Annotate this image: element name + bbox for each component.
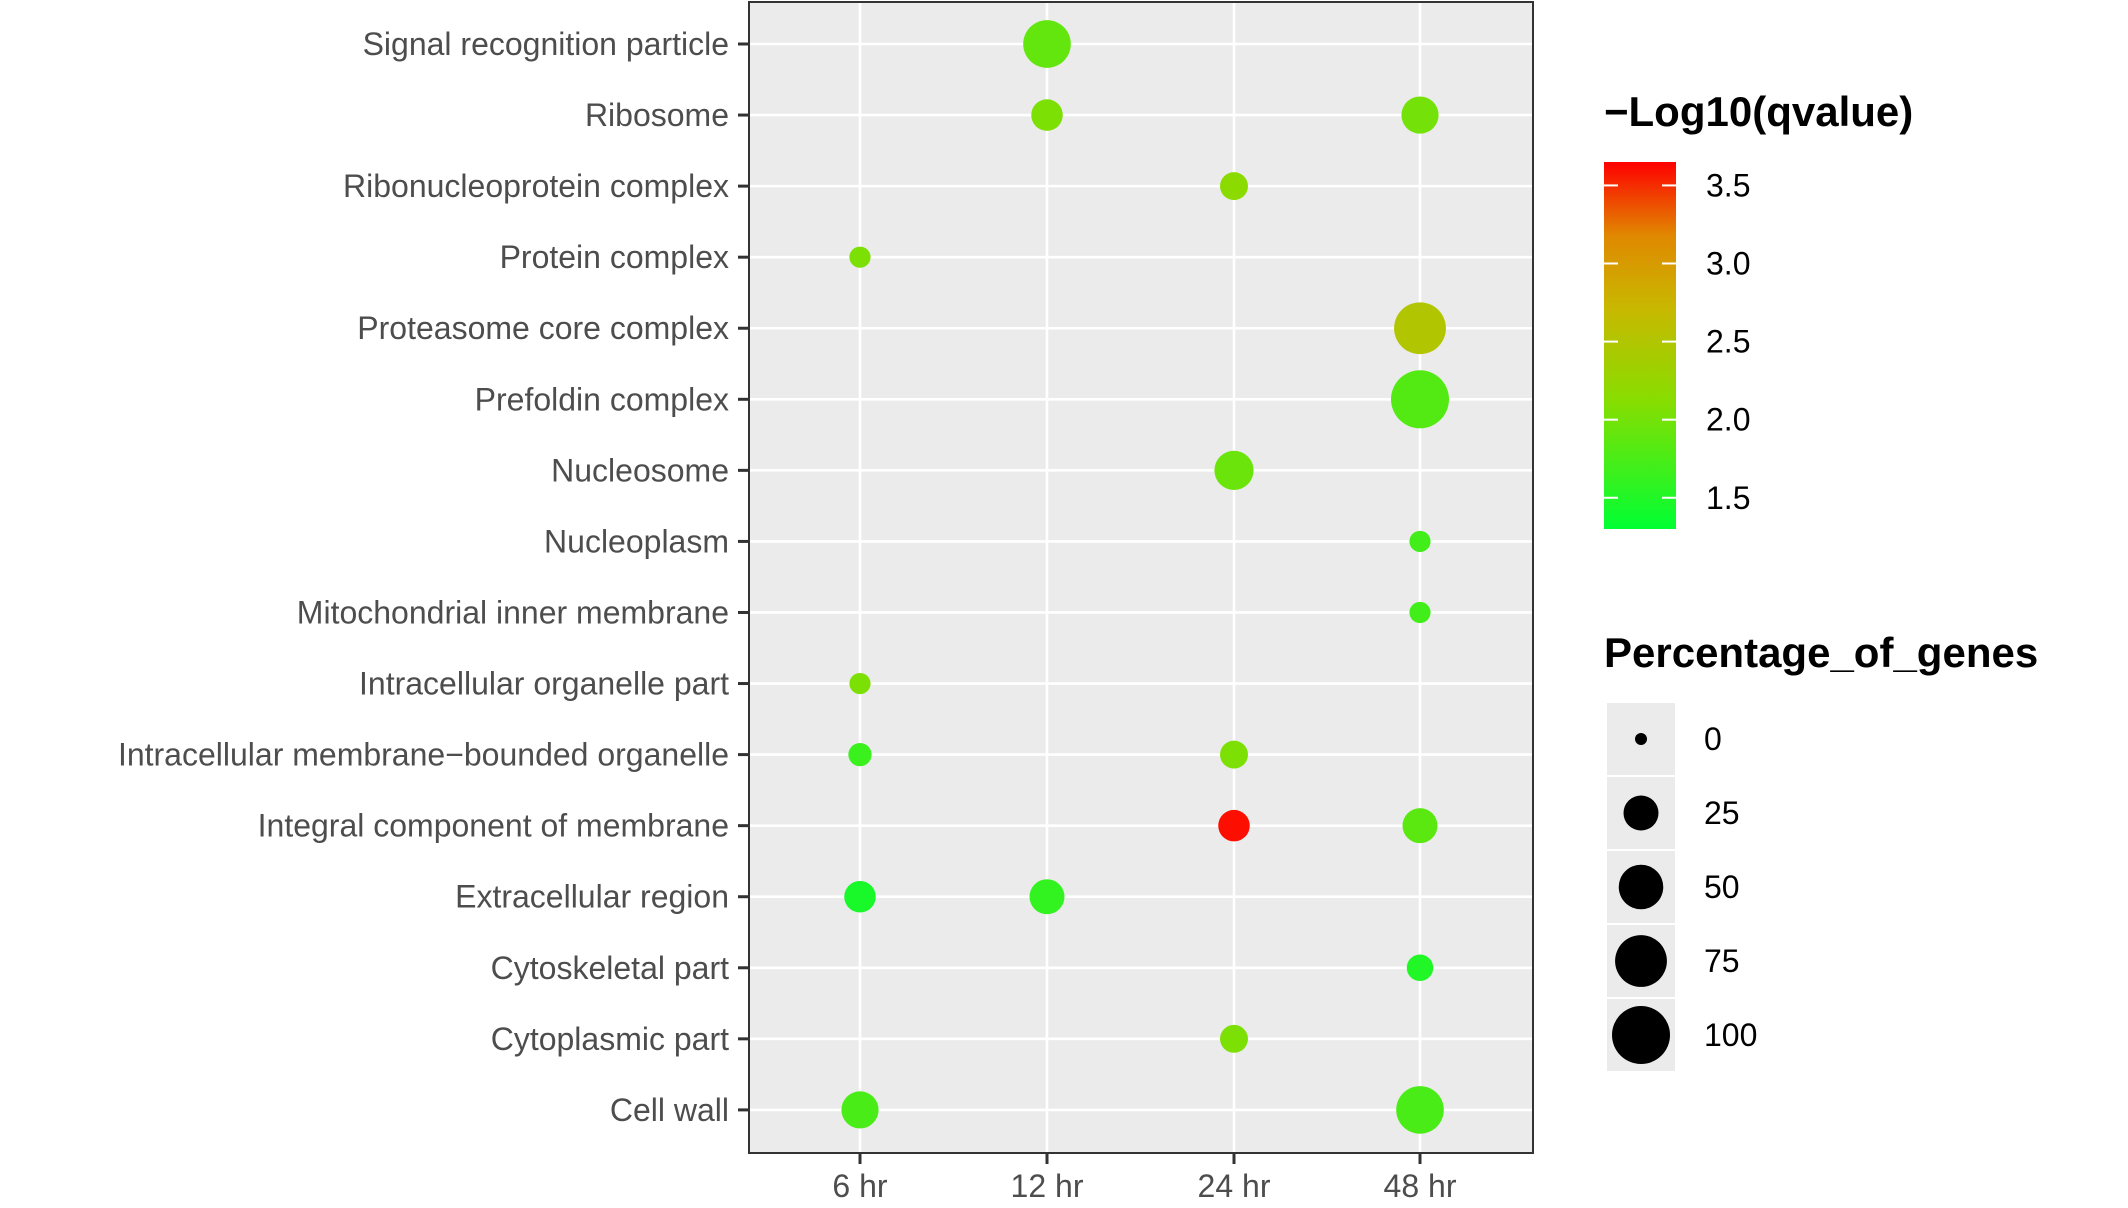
size-legend-label: 0	[1704, 721, 1722, 757]
point-prefoldin-complex-48-hr	[1391, 370, 1449, 429]
axes: Signal recognition particle Ribosome Ribon…	[118, 26, 1457, 1204]
point-intracellular-membrane-bounded-organelle-6-hr	[848, 742, 872, 767]
point-protein-complex-6-hr	[849, 246, 871, 268]
size-legend-label: 75	[1704, 943, 1740, 979]
y-tick-label: Extracellular region	[455, 879, 729, 915]
color-legend-label: 3.5	[1706, 167, 1750, 203]
y-tick-label: Signal recognition particle	[363, 26, 729, 62]
point-extracellular-region-6-hr	[844, 880, 876, 913]
point-intracellular-membrane-bounded-organelle-24-hr	[1220, 740, 1248, 769]
point-integral-component-of-membrane-24-hr	[1218, 809, 1250, 842]
size-legend-title: Percentage_of_genes	[1604, 629, 2038, 676]
point-proteasome-core-complex-48-hr	[1394, 302, 1446, 355]
y-tick-label: Cytoplasmic part	[491, 1021, 729, 1057]
point-signal-recognition-particle-12-hr	[1023, 20, 1071, 68]
size-legend-label: 50	[1704, 869, 1740, 905]
plot-panel	[748, 1, 1534, 1154]
y-tick-label: Intracellular organelle part	[359, 666, 729, 702]
y-tick-label: Intracellular membrane−bounded organelle	[118, 737, 729, 773]
point-integral-component-of-membrane-48-hr	[1402, 808, 1438, 844]
point-ribosome-48-hr	[1401, 96, 1439, 134]
point-cytoskeletal-part-48-hr	[1406, 954, 1434, 982]
plot-border	[748, 1, 1534, 1154]
y-tick-label: Proteasome core complex	[357, 310, 729, 346]
color-legend-label: 2.0	[1706, 402, 1750, 438]
point-nucleosome-24-hr	[1214, 450, 1254, 490]
y-tick-label: Integral component of membrane	[258, 808, 729, 844]
point-intracellular-organelle-part-6-hr	[849, 672, 871, 695]
color-bar	[1604, 162, 1676, 529]
y-tick-label: Mitochondrial inner membrane	[297, 594, 729, 630]
size-legend-label: 100	[1704, 1017, 1757, 1053]
y-tick-label: Nucleoplasm	[544, 523, 729, 559]
size-key-0	[1635, 733, 1647, 745]
color-legend-title: −Log10(qvalue)	[1604, 88, 1913, 135]
point-ribosome-12-hr	[1031, 99, 1063, 131]
size-key-25	[1623, 795, 1659, 831]
x-tick-label: 6 hr	[832, 1168, 887, 1203]
legends: −Log10(qvalue) 1.5 2.0 2.5 3.0 3.5 Percentage_…	[1604, 88, 2038, 1073]
y-tick-label: Cell wall	[610, 1092, 729, 1128]
data-points	[841, 20, 1449, 1134]
point-cell-wall-48-hr	[1396, 1086, 1444, 1134]
y-tick-label: Ribosome	[585, 97, 729, 133]
point-ribonucleoprotein-complex-24-hr	[1220, 172, 1248, 201]
y-tick-label: Prefoldin complex	[475, 381, 729, 417]
color-legend-label: 2.5	[1706, 324, 1750, 360]
point-extracellular-region-12-hr	[1029, 879, 1065, 915]
point-mitochondrial-inner-membrane-48-hr	[1409, 601, 1431, 624]
y-tick-label: Nucleosome	[551, 452, 729, 488]
x-tick-label: 12 hr	[1011, 1168, 1084, 1203]
x-tick-label: 48 hr	[1384, 1168, 1457, 1203]
point-cell-wall-6-hr	[841, 1091, 879, 1129]
color-legend-label: 1.5	[1706, 480, 1750, 516]
size-legend-label: 25	[1704, 795, 1740, 831]
y-tick-label: Ribonucleoprotein complex	[343, 168, 729, 204]
size-key-50	[1618, 864, 1664, 910]
size-key-75	[1615, 935, 1667, 987]
point-nucleoplasm-48-hr	[1409, 530, 1431, 553]
x-tick-label: 24 hr	[1198, 1168, 1271, 1203]
y-tick-label: Protein complex	[500, 239, 729, 275]
point-cytoplasmic-part-24-hr	[1220, 1024, 1248, 1053]
plot-background	[749, 2, 1533, 1153]
size-key-100	[1612, 1006, 1670, 1064]
y-tick-label: Cytoskeletal part	[491, 950, 729, 986]
color-legend-label: 3.0	[1706, 246, 1750, 282]
